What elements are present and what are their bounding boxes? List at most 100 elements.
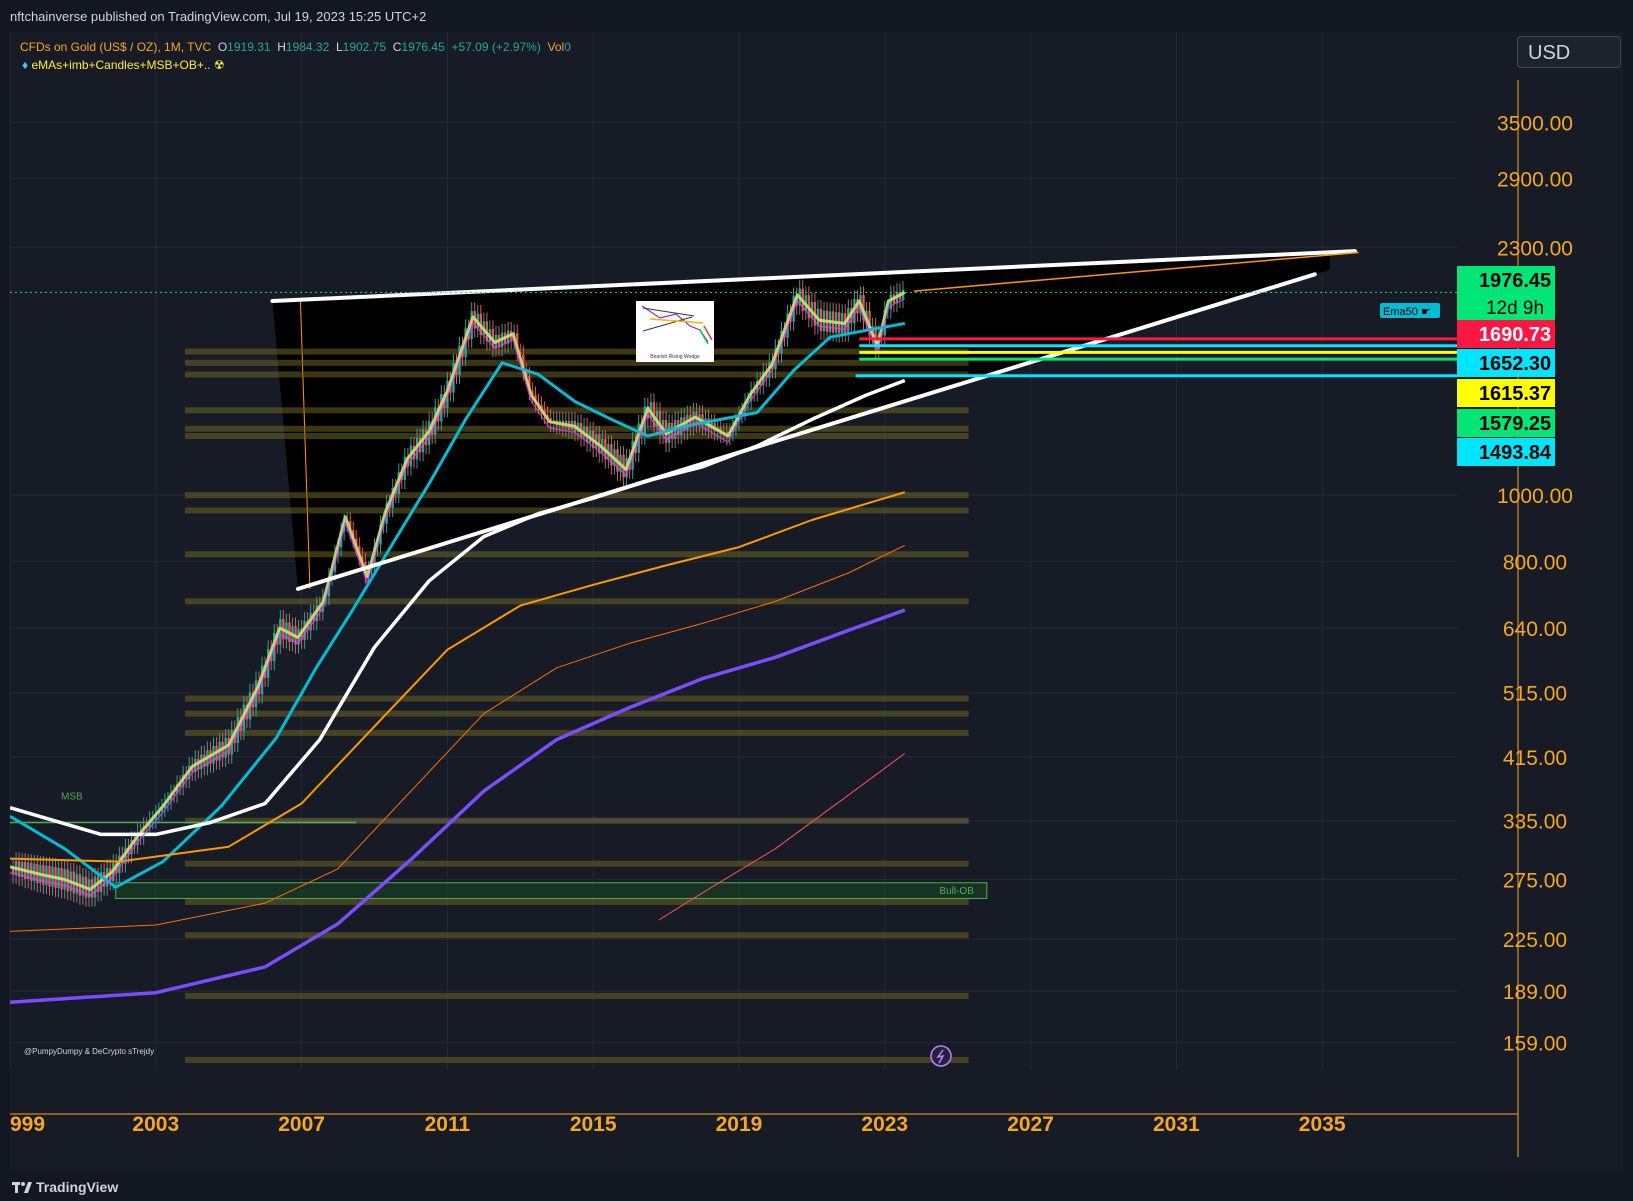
y-tick-label: 2900.00 [1497, 168, 1573, 191]
candle-body [348, 521, 352, 531]
price-tag-label: 1579.25 [1479, 413, 1551, 435]
high-label: H [277, 40, 286, 54]
publisher-text: nftchainverse published on TradingView.c… [10, 9, 427, 24]
y-tick-label: 2300.00 [1497, 237, 1573, 260]
candle-body [11, 866, 15, 875]
candle-body [528, 376, 531, 392]
wedge-inset-line [703, 325, 713, 341]
lightning-icon-glyph [936, 1049, 945, 1064]
x-tick-label: 2031 [1153, 1113, 1200, 1136]
wedge-inset-line [699, 329, 709, 345]
radiation-icon: ☢ [213, 58, 225, 72]
price-tag-label: 1690.73 [1479, 324, 1551, 346]
trendline [295, 272, 1317, 591]
tradingview-brand[interactable]: TradingView [36, 1179, 119, 1195]
candle-body [355, 538, 358, 546]
price-tag-label: 1493.84 [1479, 442, 1552, 464]
order-block-zone [184, 932, 969, 939]
low-value: 1902.75 [342, 40, 387, 54]
order-block-zone [184, 1056, 969, 1063]
series-line [10, 608, 906, 1005]
change-value: +57.09 (+2.97%) [451, 40, 541, 54]
order-block-zone [184, 407, 969, 414]
candle-body [522, 354, 525, 372]
wedge-inset-line [642, 307, 695, 317]
order-block-zone [276, 818, 969, 823]
price-tag [1457, 379, 1555, 407]
x-tick-label: 2007 [278, 1113, 325, 1136]
price-tag [1457, 438, 1555, 466]
series-line [10, 291, 906, 891]
wedge-inset-line [649, 318, 704, 324]
candle-body [406, 456, 410, 467]
y-tick-label: 3500.00 [1497, 112, 1573, 135]
candle-body [279, 618, 282, 645]
symbol-legend[interactable]: CFDs on Gold (US$ / OZ), 1M, TVC O1919.3… [20, 40, 571, 54]
order-block-zone [184, 348, 969, 355]
ema-tag-box [1380, 303, 1440, 318]
order-block-zone [184, 695, 969, 702]
x-tick-label: 2015 [570, 1113, 617, 1136]
y-tick-label: 640.00 [1503, 618, 1567, 641]
y-tick-label: 275.00 [1503, 869, 1567, 892]
ema-tag-label: Ema50 ☛ [1383, 306, 1431, 318]
x-tick-label: 2019 [716, 1113, 763, 1136]
candle-body [646, 406, 650, 419]
indicator-name[interactable]: eMAs+imb+Candles+MSB+OB+.. [31, 58, 211, 72]
x-tick-label: 2027 [1007, 1113, 1054, 1136]
trendline [270, 249, 1357, 304]
series-line [10, 297, 906, 897]
tradingview-logo-icon [12, 1182, 32, 1193]
price-tag-label: 1615.37 [1479, 383, 1551, 405]
series-line [658, 752, 906, 921]
order-block-zone [184, 598, 969, 605]
order-block-zone [184, 710, 969, 717]
diamond-icon: ♦ [22, 58, 29, 72]
publisher-bar: nftchainverse published on TradingView.c… [0, 0, 1633, 32]
y-tick-label: 335.00 [1503, 811, 1567, 834]
volume-label: Vol [547, 40, 565, 54]
series-line [10, 544, 906, 932]
candle-body [172, 793, 176, 795]
wedge-inset-line [642, 316, 693, 332]
y-tick-label: 1000.00 [1497, 485, 1573, 508]
order-block-zone [184, 359, 969, 366]
candle-body [531, 391, 534, 396]
footer-bar [0, 1170, 1633, 1201]
wedge-fill [272, 252, 1330, 589]
bull-ob-label: Bull-OB [939, 886, 974, 897]
y-tick-label: 415.00 [1503, 747, 1567, 770]
order-block-zone [184, 507, 969, 514]
symbol-name[interactable]: CFDs on Gold (US$ / OZ), 1M, TVC [20, 40, 212, 54]
order-block-zone [184, 898, 969, 905]
y-tick-label: 800.00 [1503, 552, 1567, 575]
order-block-zone [184, 729, 969, 736]
candle-body [889, 294, 893, 310]
indicator-legend[interactable]: ♦ eMAs+imb+Candles+MSB+OB+.. ☢ [22, 58, 225, 72]
price-tag-countdown: 12d 9h [1486, 298, 1544, 319]
high-value: 1984.32 [285, 40, 330, 54]
price-tag [1457, 266, 1555, 322]
order-block-zone [184, 492, 969, 499]
order-block-zone [184, 551, 969, 558]
x-tick-label: 2035 [1299, 1113, 1346, 1136]
x-tick-label: 2023 [861, 1113, 908, 1136]
x-tick-label: 999 [10, 1113, 45, 1136]
price-tag [1457, 409, 1555, 437]
candle-body [400, 472, 404, 480]
price-tag-label: 1652.30 [1479, 353, 1551, 375]
projection-line [913, 251, 1359, 292]
volume-value: 0 [564, 40, 571, 54]
low-label: L [335, 40, 343, 54]
currency-button[interactable]: USD [1517, 36, 1621, 68]
watermark-text: @PumpyDumpy & DeCrypto sTrejdy [24, 1047, 154, 1056]
msb-label: MSB [61, 791, 83, 802]
candle-body [361, 556, 364, 562]
x-tick-label: 2003 [132, 1113, 179, 1136]
y-tick-label: 189.00 [1503, 981, 1567, 1004]
candle-body [388, 503, 391, 508]
price-tag [1457, 320, 1555, 348]
series-line [10, 378, 906, 837]
candle-body [516, 333, 519, 353]
